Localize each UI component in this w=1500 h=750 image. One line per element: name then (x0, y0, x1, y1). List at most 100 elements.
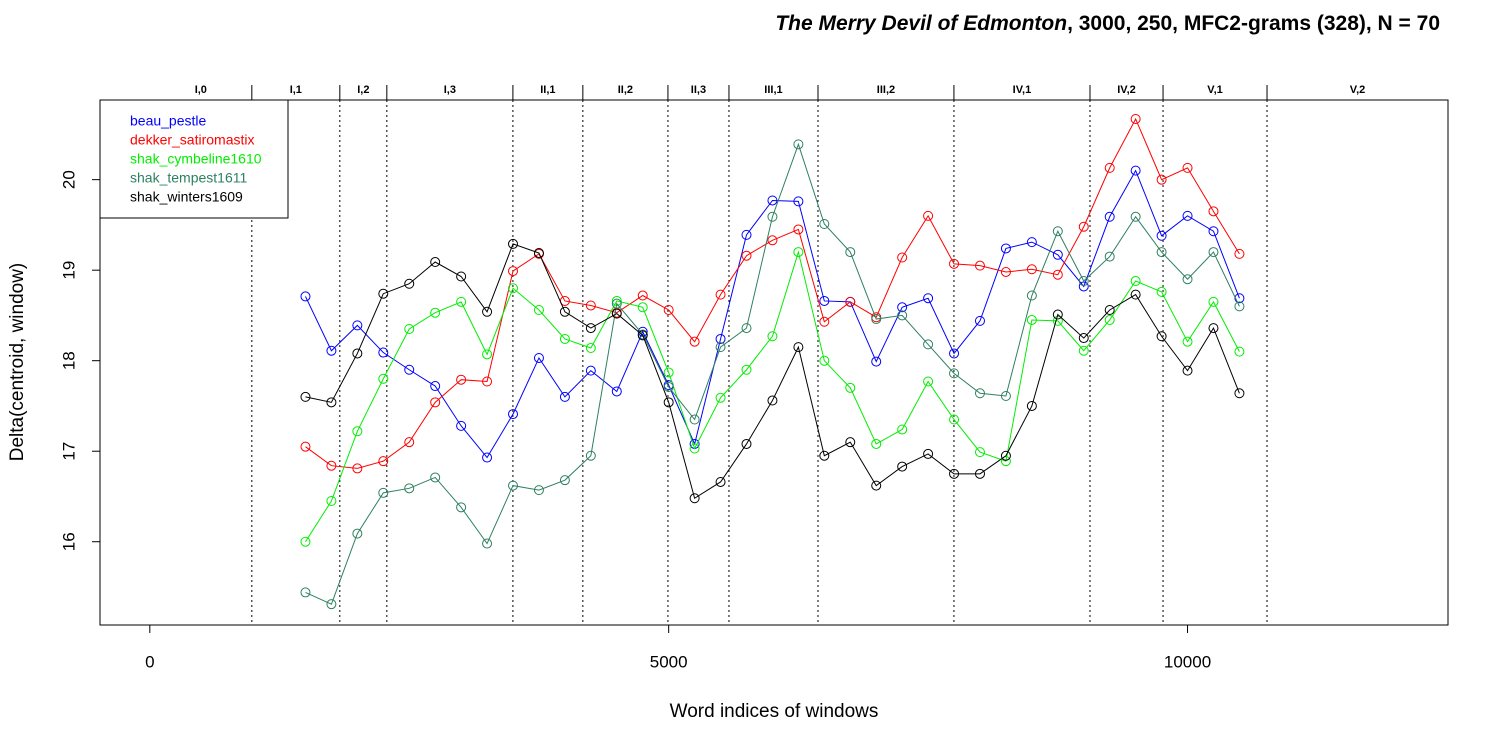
point (974, 447, 985, 458)
point (1208, 206, 1219, 217)
point (1078, 281, 1089, 292)
point (1234, 388, 1245, 399)
x-tick-label: 10000 (1164, 652, 1211, 671)
point (326, 495, 337, 506)
point (767, 395, 778, 406)
point (741, 250, 752, 261)
legend-entry: shak_winters1609 (130, 189, 243, 205)
point (404, 483, 415, 494)
point (1234, 301, 1245, 312)
point (1156, 286, 1167, 297)
point (923, 339, 934, 350)
point (404, 437, 415, 448)
legend-entry: shak_cymbeline1610 (130, 151, 262, 167)
point (533, 485, 544, 496)
point (533, 305, 544, 315)
point (1208, 247, 1219, 258)
point (611, 386, 622, 397)
point (1000, 456, 1011, 467)
point (611, 298, 622, 309)
point (819, 450, 830, 461)
legend-entry: shak_tempest1611 (130, 170, 247, 186)
point (897, 302, 908, 313)
point (1182, 365, 1193, 376)
scene-label: II,3 (691, 84, 706, 96)
point (482, 538, 493, 549)
point (300, 441, 311, 452)
point (1130, 211, 1141, 222)
point (352, 463, 363, 474)
point (1078, 333, 1089, 344)
point (482, 306, 493, 317)
point (404, 278, 415, 289)
point (533, 247, 544, 258)
scene-label: III,1 (764, 84, 782, 96)
point (1026, 264, 1037, 275)
point (1052, 226, 1063, 237)
point (741, 438, 752, 449)
point (663, 381, 674, 392)
point (1000, 266, 1011, 277)
point (793, 247, 804, 258)
title-rest: , 3000, 250, MFC2-grams (328), N = 70 (1067, 12, 1440, 35)
point (559, 391, 570, 402)
point (326, 599, 337, 610)
point (897, 310, 908, 321)
point (871, 356, 882, 367)
point (974, 388, 985, 399)
point (1104, 162, 1115, 173)
point (1026, 314, 1037, 325)
point (585, 365, 596, 376)
point (923, 293, 934, 304)
legend-entry: beau_pestle (130, 113, 207, 129)
point (456, 502, 467, 513)
scene-label: IV,2 (1117, 84, 1136, 96)
point (819, 295, 830, 306)
point (897, 461, 908, 472)
point (663, 305, 674, 315)
point (1182, 210, 1193, 221)
scene-label: II,2 (618, 84, 633, 96)
point (974, 315, 985, 326)
point (559, 333, 570, 344)
point (1052, 309, 1063, 320)
scene-label: I,0 (195, 84, 207, 96)
point (1234, 248, 1245, 259)
point (378, 487, 389, 498)
point (1078, 221, 1089, 232)
point (637, 330, 648, 341)
point (767, 195, 778, 206)
point (456, 296, 467, 307)
x-tick-label: 5000 (650, 652, 688, 671)
point (430, 381, 441, 392)
point (1130, 114, 1141, 125)
point (793, 196, 804, 207)
point (1182, 162, 1193, 173)
point (456, 271, 467, 282)
point (819, 355, 830, 366)
point (508, 266, 519, 277)
point (845, 437, 856, 448)
point (1156, 230, 1167, 241)
point (845, 247, 856, 258)
point (1156, 174, 1167, 185)
x-axis-label: Word indices of windows (670, 701, 879, 722)
chart-title: The Merry Devil of Edmonton, 3000, 250, … (775, 12, 1440, 35)
point (533, 352, 544, 363)
point (637, 290, 648, 301)
point (378, 288, 389, 299)
point (1104, 251, 1115, 262)
point (1026, 290, 1037, 301)
point (1208, 323, 1219, 334)
point (1182, 274, 1193, 285)
point (1000, 243, 1011, 254)
legend-box (99, 99, 289, 219)
legend-entry: dekker_satiromastix (130, 132, 255, 148)
point (741, 364, 752, 375)
scene-label: V,1 (1207, 84, 1223, 96)
point (1234, 346, 1245, 357)
point (871, 480, 882, 491)
point (585, 323, 596, 334)
point (689, 414, 700, 425)
